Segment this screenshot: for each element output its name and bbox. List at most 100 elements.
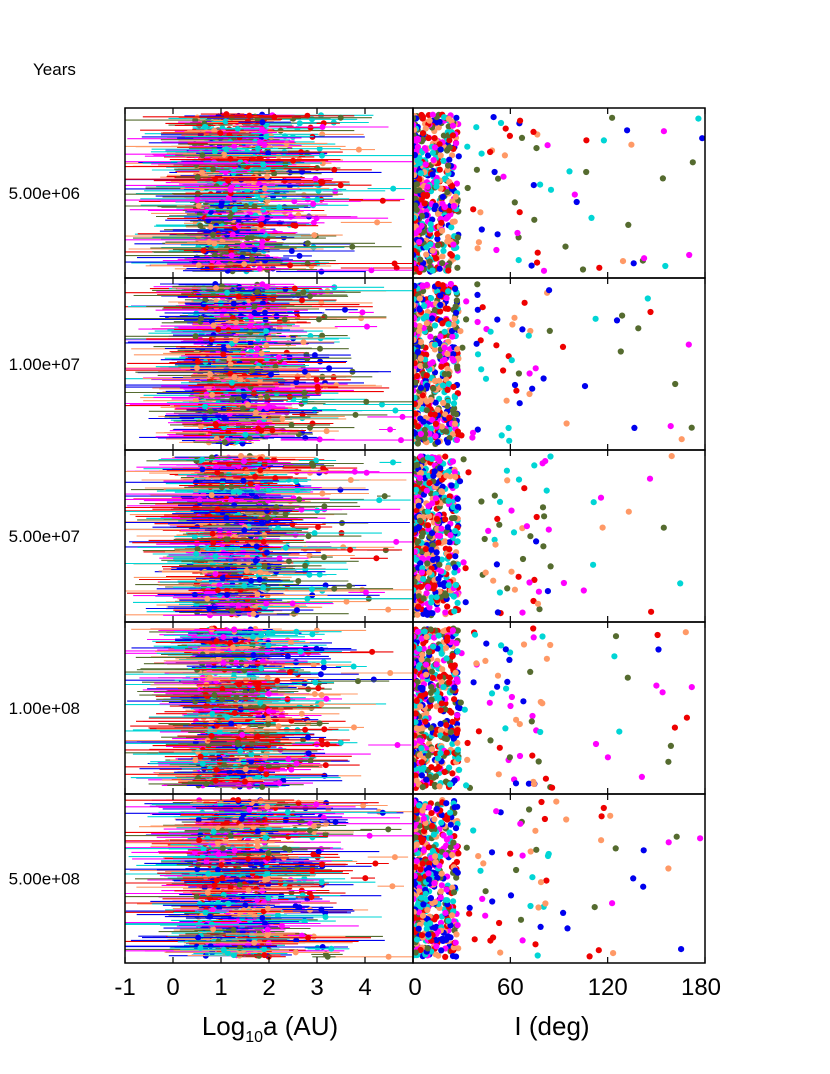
point <box>256 265 263 272</box>
point <box>200 301 207 308</box>
point <box>254 345 261 352</box>
point <box>281 316 288 323</box>
point <box>288 248 295 254</box>
point <box>249 256 256 263</box>
point <box>245 726 252 733</box>
point <box>235 222 242 229</box>
point <box>260 538 267 545</box>
point <box>299 297 305 304</box>
point <box>247 480 254 487</box>
point <box>317 288 324 295</box>
point <box>316 571 323 578</box>
point <box>251 203 258 210</box>
point <box>393 265 400 271</box>
point <box>305 750 312 757</box>
point <box>315 524 321 530</box>
point <box>251 246 258 253</box>
row-labels: 5.00e+06 1.00e+07 5.00e+07 1.00e+08 5.00e+08 <box>9 184 80 889</box>
point <box>224 565 231 572</box>
point <box>199 152 206 159</box>
point <box>254 733 261 740</box>
point <box>212 553 219 560</box>
point <box>282 511 289 518</box>
point <box>223 495 230 502</box>
point <box>302 562 309 569</box>
point <box>241 582 248 589</box>
point <box>237 377 244 383</box>
point <box>255 145 261 152</box>
point <box>363 398 370 405</box>
point <box>246 112 253 119</box>
point <box>263 600 270 607</box>
point <box>206 766 213 772</box>
point <box>220 634 227 640</box>
point <box>296 120 303 127</box>
point <box>261 412 267 419</box>
point <box>231 374 238 380</box>
point <box>247 384 254 390</box>
point <box>283 140 290 147</box>
point <box>318 701 325 708</box>
point <box>213 422 220 429</box>
point <box>208 733 215 739</box>
point <box>265 642 272 649</box>
point <box>229 755 235 761</box>
point <box>309 631 316 638</box>
point <box>311 352 318 359</box>
point <box>302 545 309 552</box>
point <box>232 636 239 643</box>
point <box>317 358 324 365</box>
point <box>218 202 225 209</box>
point <box>247 329 254 336</box>
point <box>263 507 270 514</box>
point <box>210 166 217 173</box>
point <box>258 519 265 526</box>
point <box>243 203 250 209</box>
point <box>373 555 380 562</box>
point <box>204 595 211 602</box>
semimajor-row-4 <box>125 797 413 960</box>
point <box>381 493 388 500</box>
point <box>285 756 292 763</box>
point <box>379 197 386 204</box>
point <box>307 757 314 764</box>
point <box>228 720 235 727</box>
point <box>265 763 272 770</box>
point <box>314 507 321 514</box>
point <box>225 194 232 201</box>
point <box>218 484 225 491</box>
point <box>214 587 221 594</box>
point <box>284 653 291 660</box>
point <box>321 503 328 510</box>
point <box>385 606 392 613</box>
point <box>293 669 300 676</box>
point <box>207 408 214 415</box>
point <box>214 469 221 476</box>
point <box>263 393 270 400</box>
point <box>227 155 234 162</box>
point <box>255 773 262 780</box>
point <box>230 489 237 496</box>
point <box>302 435 309 441</box>
point <box>209 710 216 717</box>
point <box>322 762 329 769</box>
point <box>251 309 258 316</box>
point <box>311 406 318 413</box>
point <box>222 118 229 125</box>
point <box>355 146 362 153</box>
point <box>242 701 249 708</box>
point <box>239 731 246 738</box>
point <box>195 202 202 209</box>
point <box>216 729 223 736</box>
point <box>305 734 311 741</box>
point <box>276 780 283 787</box>
point <box>398 437 404 444</box>
point <box>259 119 266 126</box>
point <box>269 427 276 434</box>
point <box>276 555 283 562</box>
point <box>282 544 289 551</box>
point <box>196 496 203 503</box>
point <box>300 289 307 296</box>
point <box>244 118 251 125</box>
point <box>319 490 326 497</box>
